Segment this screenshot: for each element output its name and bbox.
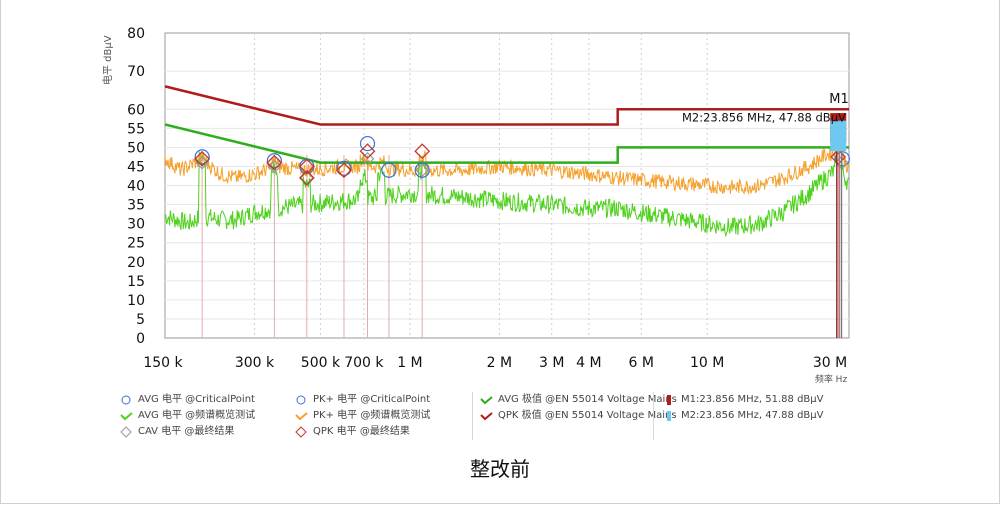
- y-tick-label: 20: [127, 255, 145, 271]
- marker-m1-label: M1: [829, 92, 849, 107]
- x-tick-label: 10 M: [690, 355, 724, 371]
- pk-critical-point: [834, 151, 850, 167]
- pk-critical-point: [194, 149, 210, 165]
- legend-column-4: M1:23.856 MHz, 51.88 dBμV M2:23.856 MHz, …: [663, 392, 824, 424]
- legend-entry: M1:23.856 MHz, 51.88 dBμV: [663, 392, 824, 408]
- legend-bar-icon: [667, 411, 671, 421]
- qpk-final-point: [336, 162, 352, 179]
- cav-final-point: [360, 151, 375, 166]
- cav-final-point: [267, 159, 282, 174]
- y-tick-label: 15: [127, 274, 145, 290]
- avg-scan-trace: [164, 129, 850, 238]
- x-tick-label: 300 k: [235, 355, 275, 371]
- legend-entry: M2:23.856 MHz, 47.88 dBμV: [663, 408, 824, 424]
- y-tick-label: 40: [127, 179, 145, 195]
- legend-divider: [653, 392, 654, 440]
- markers: M1 M2:23.856 MHz, 47.88 dBμV: [682, 92, 849, 338]
- avg-limit-line: [164, 123, 849, 164]
- legend-entry-label: QPK 电平 @最终结果: [313, 426, 410, 437]
- legend: AVG 电平 @CriticalPoint AVG 电平 @频谱概览测试 CAV 电…: [120, 392, 860, 448]
- marker-m2-label: M2:23.856 MHz, 47.88 dBμV: [682, 110, 846, 124]
- pk-critical-point: [266, 153, 282, 169]
- legend-entry-label: AVG 极值 @EN 55014 Voltage Mains: [498, 394, 677, 405]
- y-tick-label: 0: [136, 331, 145, 347]
- legend-circle-icon: [121, 395, 131, 405]
- y-tick-label: 55: [127, 121, 145, 137]
- legend-line-icon: [295, 412, 308, 421]
- legend-diamond-icon: [295, 426, 307, 438]
- x-tick-label: 3 M: [539, 355, 564, 371]
- y-tick-label: 35: [127, 198, 145, 214]
- qpk-final-point: [194, 150, 211, 167]
- x-tick-label: 150 k: [143, 355, 183, 371]
- y-tick-label: 25: [127, 236, 145, 252]
- x-tick-label: 700 k: [344, 355, 384, 371]
- cav-final-point: [415, 163, 430, 178]
- qpk-final-point: [298, 158, 315, 175]
- marker-m2-bar: [830, 120, 847, 152]
- legend-entry-label: M1:23.856 MHz, 51.88 dBμV: [681, 394, 824, 405]
- qpk-limit-line: [164, 85, 849, 126]
- x-tick-label: 30 M: [813, 355, 847, 371]
- legend-bar-icon: [667, 395, 671, 405]
- axes: 0 5 10 15 20 25 30 35 40 45 50 55 60 70 80 150 k 300 k 50…: [127, 26, 847, 385]
- legend-entry: QPK 极值 @EN 55014 Voltage Mains: [480, 408, 677, 424]
- legend-entry-label: M2:23.856 MHz, 47.88 dBμV: [681, 410, 824, 421]
- final-points: [194, 120, 850, 186]
- y-tick-label: 30: [127, 217, 145, 233]
- legend-entry-label: AVG 电平 @CriticalPoint: [138, 394, 255, 405]
- x-axis-label: 频率 Hz: [815, 373, 848, 385]
- legend-entry-label: PK+ 电平 @频谱概览测试: [313, 410, 431, 421]
- qpk-final-point: [298, 169, 315, 186]
- cav-final-point: [299, 171, 314, 185]
- y-tick-label: 50: [127, 140, 145, 156]
- y-tick-label: 5: [136, 312, 145, 328]
- legend-column-2: PK+ 电平 @CriticalPoint PK+ 电平 @频谱概览测试 QPK 电…: [295, 392, 430, 440]
- y-tick-label: 60: [127, 102, 145, 118]
- legend-diamond-icon: [120, 426, 132, 438]
- legend-column-1: AVG 电平 @CriticalPoint AVG 电平 @频谱概览测试 CAV 电…: [120, 392, 255, 440]
- legend-entry-label: PK+ 电平 @CriticalPoint: [313, 394, 431, 405]
- x-tick-label: 4 M: [576, 355, 601, 371]
- measurement-verticals: [201, 155, 423, 338]
- legend-column-3: AVG 极值 @EN 55014 Voltage Mains QPK 极值 @EN…: [480, 392, 677, 424]
- legend-entry: CAV 电平 @最终结果: [120, 424, 255, 440]
- y-axis-label: 电平 dBμV: [101, 35, 114, 85]
- x-tick-label: 500 k: [301, 355, 341, 371]
- pk-critical-point: [381, 162, 397, 178]
- y-tick-label: 80: [127, 26, 145, 42]
- qpk-final-point: [266, 154, 283, 171]
- legend-entry: AVG 电平 @频谱概览测试: [120, 408, 255, 424]
- pk-critical-point: [414, 162, 430, 178]
- cav-final-point: [195, 155, 209, 170]
- legend-entry-label: AVG 电平 @频谱概览测试: [138, 410, 256, 421]
- legend-entry-label: QPK 极值 @EN 55014 Voltage Mains: [498, 410, 677, 421]
- qpk-final-point: [830, 148, 847, 165]
- pk-critical-point: [359, 135, 376, 152]
- legend-line-icon: [480, 412, 493, 421]
- pk-critical-point: [336, 160, 352, 176]
- legend-entry: QPK 电平 @最终结果: [295, 424, 430, 440]
- limit-lines: [164, 85, 849, 164]
- legend-entry: AVG 极值 @EN 55014 Voltage Mains: [480, 392, 677, 408]
- legend-entry: AVG 电平 @CriticalPoint: [120, 392, 255, 408]
- legend-entry-label: CAV 电平 @最终结果: [138, 426, 235, 437]
- legend-circle-icon: [296, 395, 306, 405]
- y-tick-label: 70: [127, 64, 145, 80]
- x-tick-label: 1 M: [397, 355, 422, 371]
- legend-line-icon: [120, 412, 133, 421]
- legend-entry: PK+ 电平 @频谱概览测试: [295, 408, 430, 424]
- qpk-final-point: [359, 143, 376, 160]
- caption: 整改前: [470, 457, 530, 481]
- legend-line-icon: [480, 396, 493, 405]
- emi-chart: M1 M2:23.856 MHz, 47.88 dBμV 0 5 10 15 20 25 30…: [127, 26, 850, 385]
- y-tick-label: 45: [127, 159, 145, 175]
- y-tick-label: 10: [127, 293, 145, 309]
- legend-divider: [472, 392, 473, 440]
- y-axis-label-box: 电平 dBμV: [98, 30, 118, 90]
- x-tick-label: 2 M: [487, 355, 512, 371]
- legend-entry: PK+ 电平 @CriticalPoint: [295, 392, 430, 408]
- x-tick-label: 6 M: [629, 355, 654, 371]
- qpk-final-point: [414, 143, 431, 160]
